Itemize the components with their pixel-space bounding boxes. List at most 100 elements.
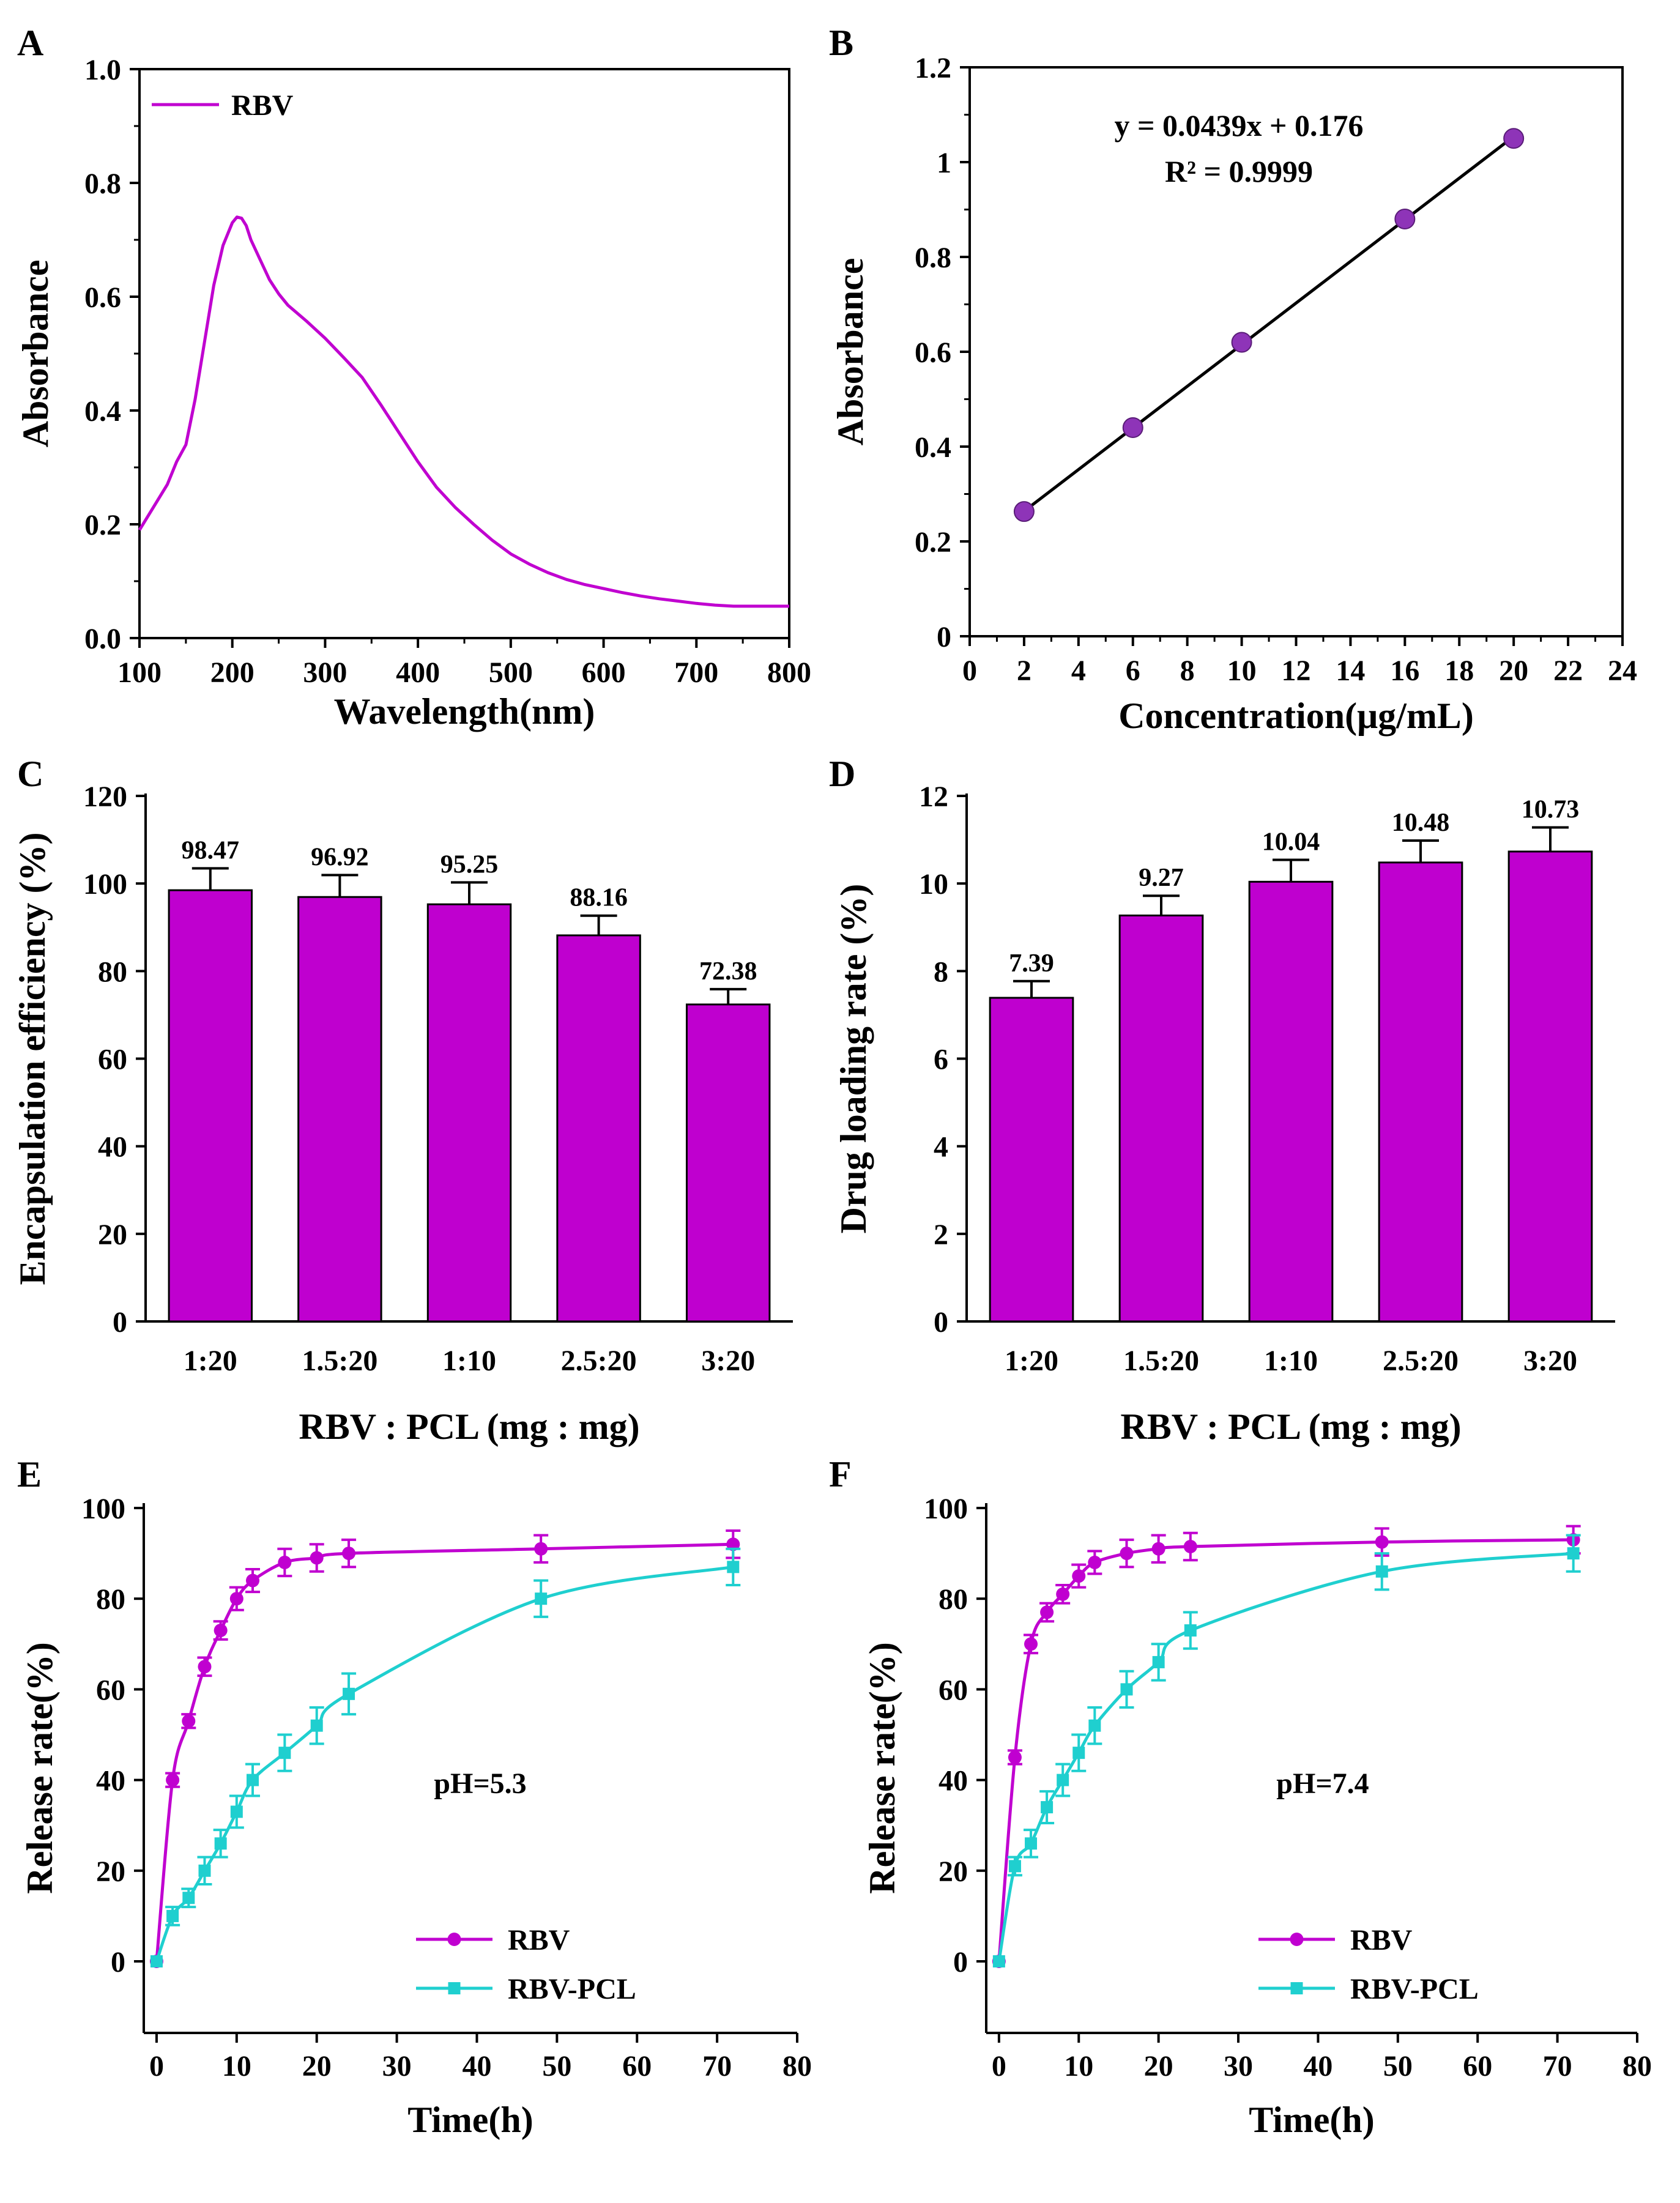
bar (989, 997, 1074, 1323)
data-point (1122, 417, 1143, 438)
data-point-rbv-pcl (727, 1561, 740, 1573)
data-point-rbv-pcl (1057, 1774, 1069, 1786)
data-point-rbv-pcl (343, 1687, 355, 1700)
data-point-rbv (182, 1714, 196, 1728)
x-tick-label: 10 (222, 2050, 251, 2082)
panel-letter: C (17, 754, 43, 794)
x-axis-title: Concentration(μg/mL) (1118, 696, 1474, 736)
data-point-rbv-pcl (1088, 1719, 1101, 1732)
bar-value-label: 98.47 (182, 836, 240, 864)
bar (1378, 861, 1463, 1323)
x-tick-label: 800 (767, 656, 811, 689)
legend-label-rbv-pcl: RBV-PCL (1350, 1973, 1479, 2005)
y-tick-label: 60 (938, 1674, 968, 1706)
category-label: 3:20 (701, 1345, 755, 1377)
data-point-rbv (166, 1773, 180, 1787)
y-tick-label: 80 (938, 1583, 968, 1616)
x-tick-label: 18 (1444, 655, 1474, 687)
panel-f: F 0 20 40 60 80 100 0 10 20 30 40 50 60 70 80 Time(h) Rel… (829, 1454, 1652, 2140)
y-tick-label: 100 (81, 1493, 125, 1525)
y-tick-label: 40 (938, 1765, 968, 1797)
data-point-rbv-pcl (1567, 1547, 1580, 1560)
release-curve-rbv (155, 1542, 734, 1962)
x-axis-title: Time(h) (1249, 2100, 1375, 2140)
data-point-rbv-pcl (182, 1892, 195, 1904)
x-tick-label: 200 (210, 656, 255, 689)
x-tick-label: 60 (622, 2050, 652, 2082)
data-point-rbv (342, 1547, 356, 1561)
x-tick-label: 14 (1336, 655, 1365, 687)
x-tick-label: 0 (962, 655, 977, 687)
y-tick-label: 0.6 (915, 336, 951, 369)
y-tick-label: 20 (98, 1219, 127, 1251)
y-tick-label: 0 (934, 1306, 948, 1339)
category-label: 2.5:20 (1383, 1345, 1459, 1377)
data-point-rbv (1024, 1637, 1038, 1651)
bar-value-label: 88.16 (570, 884, 628, 912)
y-tick-label: 0 (953, 1946, 968, 1978)
data-point (1503, 128, 1525, 149)
r-squared-label: R² = 0.9999 (1165, 154, 1313, 188)
category-label: 1:10 (1264, 1345, 1318, 1377)
category-label: 1:20 (1005, 1345, 1058, 1377)
y-tick-label: 0.8 (84, 168, 121, 200)
x-tick-label: 600 (582, 656, 626, 689)
x-tick-label: 50 (1383, 2050, 1413, 2082)
bar-value-label: 7.39 (1009, 949, 1054, 978)
data-point-rbv-pcl (150, 1955, 163, 1967)
legend-label-rbv: RBV (1350, 1924, 1413, 1956)
category-label: 1:10 (442, 1345, 496, 1377)
data-point-rbv (246, 1573, 259, 1588)
y-tick-label: 0 (937, 621, 951, 653)
data-point-rbv-pcl (1184, 1624, 1197, 1637)
legend-marker-rbv (1290, 1933, 1304, 1946)
y-tick-label: 8 (934, 956, 948, 988)
x-tick-label: 16 (1390, 655, 1419, 687)
fit-line (1023, 135, 1515, 513)
category-label: 1.5:20 (1123, 1345, 1199, 1377)
y-tick-label: 100 (924, 1493, 968, 1525)
y-tick-label: 1.2 (915, 52, 951, 84)
x-tick-label: 80 (1622, 2050, 1652, 2082)
data-point-rbv (278, 1555, 292, 1569)
panel-letter: F (829, 1454, 852, 1495)
y-tick-label: 0.2 (84, 509, 121, 541)
data-point-rbv (1088, 1555, 1102, 1569)
y-tick-label: 100 (83, 868, 127, 901)
x-tick-label: 500 (489, 656, 533, 689)
legend-marker-rbv-pcl (448, 1982, 461, 1994)
x-tick-label: 300 (303, 656, 347, 689)
x-tick-label: 0 (149, 2050, 164, 2082)
x-axis-title: Wavelength(nm) (334, 691, 595, 732)
x-tick-label: 700 (674, 656, 718, 689)
y-tick-label: 0 (113, 1306, 127, 1339)
y-tick-label: 12 (919, 781, 948, 813)
data-point-rbv-pcl (1120, 1683, 1133, 1696)
bar (556, 934, 641, 1323)
legend-label-rbv: RBV (231, 89, 294, 122)
x-tick-label: 2 (1017, 655, 1031, 687)
ph-annotation: pH=5.3 (434, 1767, 526, 1800)
panel-letter: E (17, 1454, 42, 1495)
x-tick-label: 8 (1180, 655, 1195, 687)
bar-value-label: 10.04 (1262, 828, 1320, 856)
legend-label-rbv: RBV (508, 1924, 570, 1956)
y-tick-label: 2 (934, 1219, 948, 1251)
data-point (1231, 332, 1252, 353)
equation-label: y = 0.0439x + 0.176 (1115, 108, 1364, 143)
plot-frame (138, 68, 790, 639)
legend-marker-rbv-pcl (1290, 1982, 1303, 1994)
panel-c: C 0 20 40 60 80 100 120 98.47 1:20 96.92 1.5:20 95.2… (12, 754, 793, 1447)
panel-letter: D (829, 754, 855, 794)
x-tick-label: 40 (1303, 2050, 1332, 2082)
bar (1507, 850, 1593, 1323)
data-point (1013, 501, 1035, 522)
data-point-rbv (214, 1624, 228, 1638)
data-point-rbv-pcl (1041, 1801, 1054, 1814)
release-curve-rbv-pcl (155, 1565, 734, 1962)
y-tick-label: 20 (938, 1856, 968, 1888)
y-tick-label: 0 (111, 1946, 125, 1978)
x-tick-label: 400 (396, 656, 440, 689)
y-tick-label: 10 (919, 868, 948, 901)
